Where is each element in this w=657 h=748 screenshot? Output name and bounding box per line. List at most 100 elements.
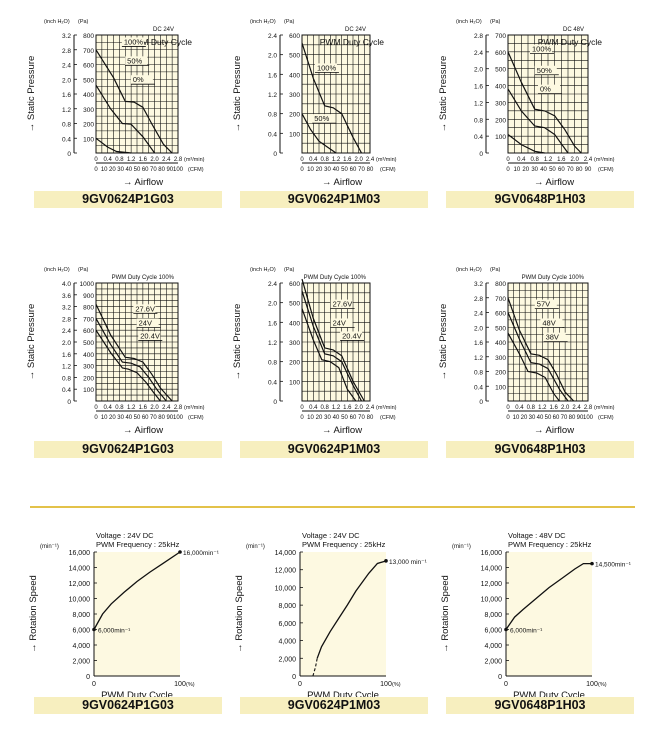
x-bottom-tick-label: 10 <box>514 167 521 173</box>
x-bottom-tick-label: 90 <box>166 415 173 421</box>
pq-curve <box>507 332 560 402</box>
model-label: 9GV0648P1H03 <box>446 191 634 208</box>
x-bottom-tick-label: 20 <box>316 415 323 421</box>
x-axis-label: PWM Duty Cycle <box>101 690 173 701</box>
inch-tick-label: 2.0 <box>62 340 71 347</box>
pa-tick-label: 500 <box>83 77 94 84</box>
series-label: 20.4V <box>140 331 160 340</box>
x-bottom-tick-label: 70 <box>567 167 574 173</box>
x-top-tick-label: 0 <box>506 157 510 163</box>
inch-tick-label: 0.8 <box>268 112 277 119</box>
x-bottom-tick-label: 30 <box>117 415 124 421</box>
y-axis-label: → Rotation Speed <box>28 575 39 653</box>
voltage-label: Voltage : 24V DC <box>302 531 360 540</box>
x-bottom-tick-label: 70 <box>561 415 568 421</box>
inch-unit-label: (inch H₂O) <box>456 19 482 25</box>
x-tick-label: 0 <box>92 681 96 688</box>
pq-curve <box>95 84 156 154</box>
pa-tick-label: 200 <box>83 122 94 129</box>
x-bottom-tick-label: 20 <box>316 167 323 173</box>
x-bottom-tick-label: 90 <box>577 415 584 421</box>
series-label: 57V <box>537 300 550 309</box>
x-top-tick-label: 1.6 <box>343 405 352 411</box>
pq-curve <box>95 318 167 402</box>
series-label: 50% <box>127 56 142 65</box>
y-axis-label: → Static Pressure <box>26 56 37 133</box>
inch-tick-label: 2.8 <box>62 316 71 323</box>
x-bottom-tick-label: 30 <box>529 415 536 421</box>
x-unit-top: (m³/min) <box>184 157 205 163</box>
inch-tick-label: 1.6 <box>62 92 71 99</box>
series-label: 100% <box>124 37 144 46</box>
pa-tick-label: 600 <box>289 281 300 288</box>
x-top-tick-label: 1.2 <box>332 405 341 411</box>
x-unit-top: (m³/min) <box>376 157 397 163</box>
pq-curve <box>507 312 569 402</box>
inch-tick-label: 1.6 <box>268 72 277 79</box>
y-axis-label: → Static Pressure <box>232 304 243 381</box>
x-top-tick-label: 2.0 <box>561 405 570 411</box>
y-tick-label: 4,000 <box>72 643 90 650</box>
pa-tick-label: 200 <box>83 375 94 382</box>
model-label: 9GV0624P1M03 <box>240 441 428 458</box>
x-axis-label: → Airflow <box>534 425 574 436</box>
annotation-point <box>92 627 96 632</box>
pa-tick-label: 400 <box>83 352 94 359</box>
series-label-bg <box>543 332 566 342</box>
series-label: 50% <box>537 66 552 75</box>
pq-curve <box>301 278 365 402</box>
pa-tick-label: 500 <box>495 325 506 332</box>
pa-tick-label: 100 <box>495 384 506 391</box>
x-bottom-tick-label: 30 <box>531 167 538 173</box>
x-top-tick-label: 2.0 <box>354 405 363 411</box>
x-bottom-tick-label: 10 <box>307 415 314 421</box>
x-top-tick-label: 0.8 <box>115 405 124 411</box>
annotation-point <box>384 559 388 563</box>
pa-tick-label: 800 <box>83 33 94 40</box>
series-label-bg <box>330 318 353 328</box>
pa-tick-label: 600 <box>495 311 506 318</box>
x-bottom-tick-label: 100 <box>583 415 594 421</box>
inch-tick-label: 1.2 <box>268 92 277 99</box>
x-bottom-tick-label: 40 <box>125 167 132 173</box>
x-top-tick-label: 1.6 <box>343 157 352 163</box>
pa-tick-label: 100 <box>289 379 300 386</box>
pa-tick-label: 600 <box>495 50 506 57</box>
inch-tick-label: 0.4 <box>62 387 71 394</box>
pa-tick-label: 700 <box>495 33 506 40</box>
x-top-tick-label: 0 <box>94 405 98 411</box>
y-tick-label: 0 <box>292 674 296 681</box>
x-bottom-tick-label: 70 <box>358 415 365 421</box>
inch-tick-label: 1.2 <box>474 100 483 107</box>
pq-curve <box>95 137 132 154</box>
inch-tick-label: 0.4 <box>268 131 277 138</box>
x-tick-label: 100 <box>586 681 598 688</box>
x-bottom-tick-label: 20 <box>521 415 528 421</box>
x-bottom-tick-label: 50 <box>545 415 552 421</box>
y-axis-label: → Static Pressure <box>26 304 37 381</box>
x-bottom-tick-label: 50 <box>134 415 141 421</box>
y-tick-label: 8,000 <box>484 612 502 619</box>
x-unit-bottom: (CFM) <box>598 167 614 173</box>
speed-annotation: 13,000 min⁻¹ <box>389 559 428 566</box>
inch-tick-label: 3.2 <box>62 33 71 40</box>
x-top-tick-label: 0.8 <box>320 405 329 411</box>
pq-curve <box>507 88 569 154</box>
inch-tick-label: 0 <box>67 399 71 406</box>
x-top-tick-label: 2.8 <box>174 157 183 163</box>
x-bottom-tick-label: 50 <box>134 167 141 173</box>
speed-annotation: 16,000min⁻¹ <box>183 550 220 557</box>
x-bottom-tick-label: 30 <box>324 415 331 421</box>
x-top-tick-label: 2.4 <box>162 405 171 411</box>
x-bottom-tick-label: 70 <box>150 415 157 421</box>
x-bottom-tick-label: 0 <box>94 415 98 421</box>
y-tick-label: 14,000 <box>275 550 297 557</box>
y-tick-label: 2,000 <box>72 659 90 666</box>
inch-tick-label: 1.6 <box>62 352 71 359</box>
annotation-point <box>590 561 594 566</box>
y-axis-label: → Rotation Speed <box>234 575 245 653</box>
x-bottom-tick-label: 40 <box>540 167 547 173</box>
x-top-tick-label: 2.4 <box>366 157 375 163</box>
model-label: 9GV0648P1H03 <box>446 697 634 714</box>
inch-tick-label: 2.0 <box>474 67 483 74</box>
